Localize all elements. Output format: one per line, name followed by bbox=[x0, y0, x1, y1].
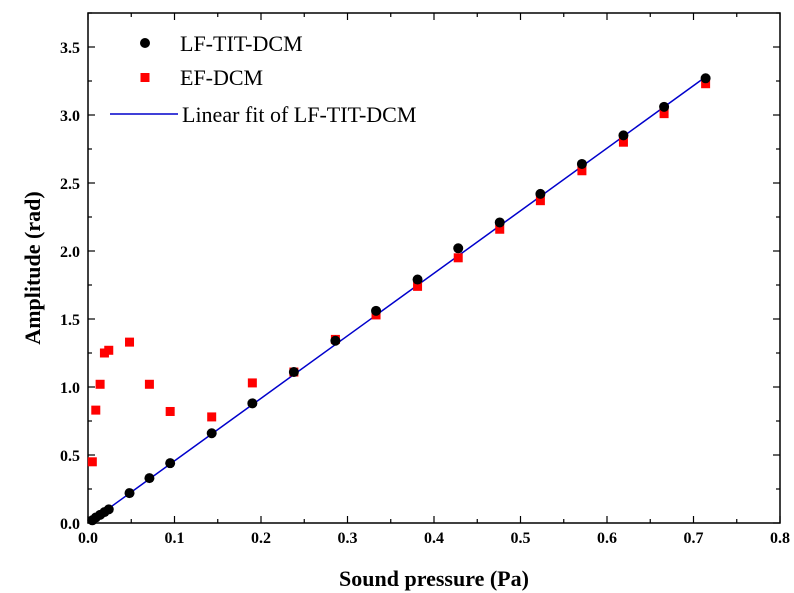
y-tick-label: 1.0 bbox=[60, 380, 80, 397]
ef-dcm-point bbox=[495, 224, 505, 234]
x-tick-label: 0.0 bbox=[78, 530, 98, 547]
legend-label-ef-dcm: EF-DCM bbox=[180, 65, 263, 90]
lf-tit-dcm-point bbox=[144, 473, 155, 484]
y-tick-label: 1.5 bbox=[60, 312, 80, 329]
ef-dcm-point bbox=[91, 405, 101, 415]
y-tick-label: 3.0 bbox=[60, 108, 80, 125]
x-tick-label: 0.2 bbox=[251, 530, 271, 547]
lf-tit-dcm-point bbox=[453, 243, 464, 254]
lf-tit-dcm-point bbox=[535, 188, 546, 199]
legend: LF-TIT-DCM EF-DCM Linear fit of LF-TIT-D… bbox=[110, 31, 416, 127]
fit-layer bbox=[91, 76, 707, 521]
y-tick-label: 0.0 bbox=[60, 516, 80, 533]
lf-tit-dcm-point bbox=[206, 428, 217, 439]
lf-tit-dcm-point bbox=[288, 367, 299, 378]
x-tick-label: 0.6 bbox=[597, 530, 617, 547]
ef-dcm-point bbox=[413, 281, 423, 291]
x-tick-label: 0.8 bbox=[770, 530, 790, 547]
ef-dcm-point bbox=[577, 166, 587, 176]
y-axis-title: Amplitude (rad) bbox=[20, 191, 45, 344]
legend-label-lf-tit-dcm: LF-TIT-DCM bbox=[180, 31, 303, 56]
x-tick-label: 0.7 bbox=[684, 530, 704, 547]
lf-tit-dcm-point bbox=[247, 398, 258, 409]
y-tick-label: 2.0 bbox=[60, 244, 80, 261]
lf-tit-dcm-point bbox=[165, 458, 176, 469]
ef-dcm-point bbox=[701, 79, 711, 89]
ef-dcm-point bbox=[87, 457, 97, 467]
ef-dcm-point bbox=[659, 109, 669, 119]
y-tick-label: 3.5 bbox=[60, 40, 80, 57]
x-tick-label: 0.1 bbox=[165, 530, 185, 547]
ef-dcm-point bbox=[618, 137, 628, 147]
ef-dcm-point bbox=[207, 412, 217, 422]
lf-tit-dcm-point bbox=[124, 488, 135, 499]
legend-label-linear-fit: Linear fit of LF-TIT-DCM bbox=[182, 102, 416, 127]
ef-dcm-point bbox=[125, 337, 135, 347]
x-axis-title: Sound pressure (Pa) bbox=[339, 566, 529, 591]
axis-ticks bbox=[87, 12, 781, 524]
lf-tit-dcm-point bbox=[618, 130, 629, 141]
lf-tit-dcm-point bbox=[494, 217, 505, 228]
lf-tit-dcm-point bbox=[576, 158, 587, 169]
ef-dcm-point bbox=[144, 379, 154, 389]
ef-dcm-point bbox=[95, 379, 105, 389]
y-tick-label: 2.5 bbox=[60, 176, 80, 193]
ef-dcm-point bbox=[453, 253, 463, 263]
ef-dcm-point bbox=[165, 406, 175, 416]
x-tick-label: 0.5 bbox=[511, 530, 531, 547]
legend-marker-ef-dcm bbox=[140, 73, 150, 82]
lf-tit-dcm-point bbox=[659, 101, 670, 112]
x-tick-label: 0.4 bbox=[424, 530, 444, 547]
y-tick-label: 0.5 bbox=[60, 448, 80, 465]
x-tick-label: 0.3 bbox=[338, 530, 358, 547]
lf-tit-dcm-point bbox=[412, 274, 423, 285]
lf-tit-dcm-point bbox=[371, 305, 382, 316]
lf-tit-dcm-point bbox=[330, 335, 341, 346]
points-layer bbox=[87, 73, 711, 526]
ef-dcm-point bbox=[104, 345, 114, 355]
linear-fit-line bbox=[91, 76, 707, 521]
ef-dcm-point bbox=[247, 378, 257, 388]
axis-tick-labels: 0.0 0.1 0.2 0.3 0.4 0.5 0.6 0.7 0.8 0.0 0.5 1.0 1.5 2… bbox=[60, 40, 790, 547]
ef-dcm-point bbox=[535, 196, 545, 206]
legend-marker-lf-tit-dcm bbox=[140, 38, 150, 48]
lf-tit-dcm-point bbox=[103, 504, 114, 515]
lf-tit-dcm-point bbox=[700, 73, 711, 84]
